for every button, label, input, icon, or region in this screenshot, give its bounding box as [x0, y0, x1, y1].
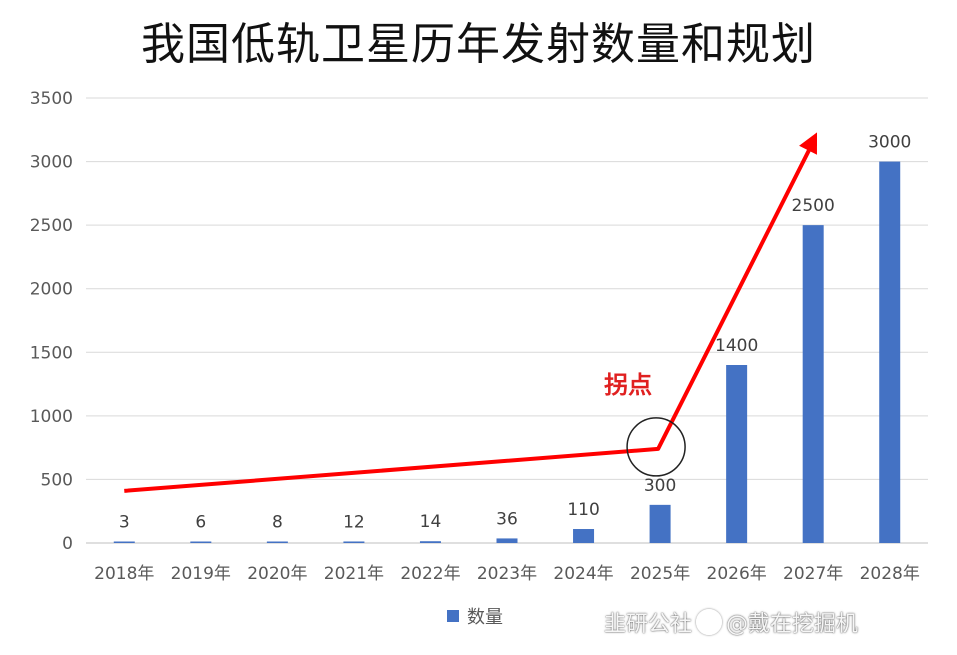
data-label: 12 — [343, 512, 365, 532]
inflection-circle — [626, 417, 686, 477]
data-label: 2500 — [792, 196, 835, 216]
bar — [573, 529, 595, 543]
y-tick-label: 1500 — [30, 343, 73, 363]
bar — [802, 225, 824, 543]
data-label: 300 — [644, 476, 676, 496]
watermark-left: 韭研公社 — [604, 612, 693, 637]
y-tick-label: 2000 — [30, 280, 73, 300]
y-tick-label: 3000 — [30, 153, 73, 173]
bar — [649, 504, 671, 543]
trend-arrowhead — [799, 132, 818, 155]
annotation: 拐点 — [124, 132, 818, 493]
legend-swatch — [447, 610, 459, 622]
data-label: 8 — [272, 513, 283, 533]
bar — [113, 541, 135, 543]
x-tick-label: 2020年 — [247, 564, 307, 584]
bars — [113, 161, 901, 544]
data-label: 3 — [119, 513, 130, 533]
x-tick-label: 2023年 — [477, 564, 537, 584]
data-label: 6 — [195, 513, 206, 533]
x-tick-label: 2021年 — [324, 564, 384, 584]
x-tick-label: 2019年 — [171, 564, 231, 584]
y-axis-ticks: 0 500 1000 1500 2000 2500 3000 3500 — [30, 89, 73, 554]
data-label: 14 — [420, 512, 442, 532]
y-tick-label: 3500 — [30, 89, 73, 109]
gridlines — [86, 97, 928, 544]
y-tick-label: 1000 — [30, 407, 73, 427]
x-tick-label: 2018年 — [94, 564, 154, 584]
chart-title: 我国低轨卫星历年发射数量和规划 — [141, 19, 816, 70]
x-tick-label: 2025年 — [630, 564, 690, 584]
bar — [190, 541, 212, 543]
y-tick-label: 0 — [62, 534, 73, 554]
watermark-logo-icon — [696, 609, 723, 635]
legend-label: 数量 — [467, 607, 503, 628]
bar — [419, 541, 441, 543]
bar — [726, 365, 748, 543]
y-tick-label: 500 — [41, 470, 73, 490]
bar — [266, 541, 288, 543]
watermark: 韭研公社 @戴在挖掘机 — [604, 606, 858, 638]
data-label: 36 — [496, 509, 518, 529]
x-tick-label: 2027年 — [783, 564, 843, 584]
x-axis-ticks: 2018年 2019年 2020年 2021年 2022年 2023年 2024年 2025年… — [94, 564, 920, 584]
legend: 数量 — [447, 607, 503, 628]
data-label: 3000 — [868, 133, 911, 153]
watermark-right: @戴在挖掘机 — [726, 612, 859, 637]
bar — [879, 161, 901, 544]
trend-arrow — [124, 137, 817, 493]
bar — [343, 541, 365, 543]
data-label: 1400 — [715, 336, 758, 356]
data-label: 110 — [567, 500, 599, 520]
x-tick-label: 2028年 — [860, 564, 920, 584]
x-tick-label: 2024年 — [553, 564, 613, 584]
x-tick-label: 2026年 — [707, 564, 767, 584]
annotation-label: 拐点 — [604, 371, 652, 399]
bar — [496, 538, 518, 543]
x-tick-label: 2022年 — [400, 564, 460, 584]
y-tick-label: 2500 — [30, 216, 73, 236]
